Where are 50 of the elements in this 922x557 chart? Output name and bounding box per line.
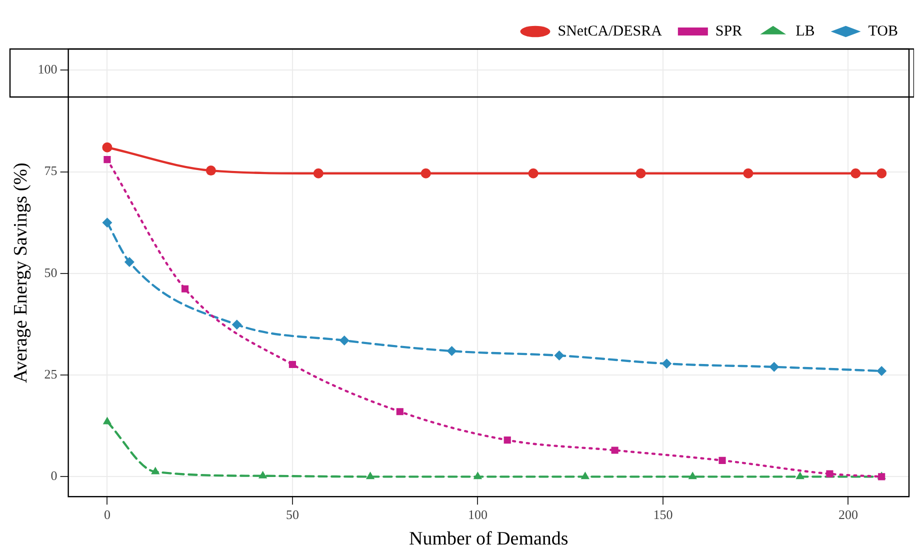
point [232, 320, 242, 330]
point [504, 436, 511, 444]
x-tick-label: 200 [838, 506, 858, 522]
point [288, 360, 296, 368]
point [554, 350, 564, 361]
y-tick-label: 25 [44, 366, 58, 382]
point [611, 446, 618, 454]
point [102, 142, 112, 152]
y-tick-label: 75 [44, 163, 58, 178]
point [850, 168, 861, 178]
point [366, 472, 375, 480]
point [528, 168, 538, 178]
point [396, 408, 404, 416]
point [339, 335, 350, 346]
legend-label: LB [796, 23, 815, 40]
point [420, 168, 431, 178]
legend-label: SNetCA/DESRA [558, 23, 662, 40]
point [104, 156, 111, 164]
y-tick-label: 0 [50, 468, 58, 484]
point [876, 168, 887, 178]
point [826, 470, 834, 478]
point [206, 166, 216, 176]
point [258, 470, 268, 478]
x-axis-title: Number of Demands [408, 528, 568, 550]
point [473, 472, 482, 480]
x-tick-label: 0 [104, 506, 110, 522]
y-tick-label: 50 [44, 264, 58, 280]
point [636, 168, 646, 178]
point [580, 472, 590, 480]
point [718, 456, 726, 464]
point [102, 218, 112, 228]
point [876, 366, 887, 376]
point [124, 257, 134, 268]
point [181, 285, 189, 292]
point [446, 346, 457, 356]
x-tick-label: 100 [468, 506, 488, 522]
point [151, 466, 160, 474]
point [102, 416, 112, 424]
x-tick-label: 50 [286, 506, 299, 522]
point [688, 472, 697, 480]
point [313, 168, 324, 178]
y-tick-label: 100 [38, 62, 58, 77]
point [769, 362, 780, 372]
legend-label: SPR [715, 23, 742, 40]
point [796, 472, 804, 480]
legend-label: TOB [868, 23, 898, 40]
point [662, 358, 672, 369]
point [743, 168, 754, 178]
x-tick-label: 150 [653, 506, 673, 522]
y-axis-title: Average Energy Savings (%) [10, 162, 32, 383]
